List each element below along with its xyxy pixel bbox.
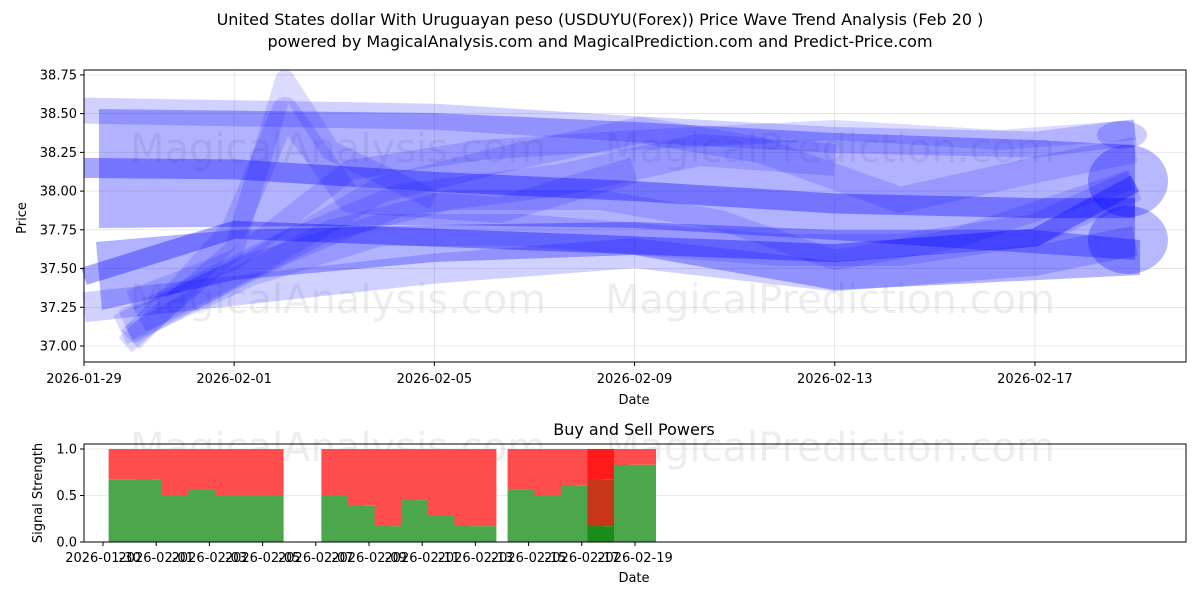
x-tick-label: 2026-02-09 xyxy=(597,372,673,387)
y-axis-label: Signal Strength xyxy=(31,443,46,543)
x-tick-label: 2026-02-05 xyxy=(225,551,301,566)
x-tick-label: 2026-01-29 xyxy=(46,372,122,387)
watermark-text: MagicalPrediction.com xyxy=(605,277,1055,323)
center-lower-band xyxy=(81,175,1140,285)
x-tick-label: 2026-02-09 xyxy=(331,551,407,566)
x-tick-label: 2026-02-13 xyxy=(438,551,514,566)
band-end-cap xyxy=(1097,121,1147,149)
wave-band xyxy=(126,120,1136,310)
price-wave-plot: MagicalAnalysis.com MagicalPrediction.com… xyxy=(15,68,1187,408)
x-axis-label: Date xyxy=(618,393,649,408)
watermark-text: MagicalAnalysis.com xyxy=(130,126,546,172)
wave-band xyxy=(118,134,837,340)
y-tick-label: 38.75 xyxy=(40,68,77,83)
wave-band xyxy=(113,170,1142,345)
wave-band xyxy=(120,97,638,350)
x-tick-label: 2026-02-03 xyxy=(172,551,248,566)
buy-bar xyxy=(241,495,284,542)
x-tick-label: 2026-02-07 xyxy=(278,551,354,566)
center-upper-band xyxy=(83,157,1135,219)
buy-bar xyxy=(454,526,497,542)
lower-band-area xyxy=(96,222,1140,310)
chart-title: United States dollar With Uruguayan peso… xyxy=(216,10,984,29)
bar-chart-title: Buy and Sell Powers xyxy=(553,420,715,439)
y-tick-label: 38.50 xyxy=(40,107,77,122)
lower-band-line xyxy=(82,225,1138,323)
watermark-text: MagicalPrediction.com xyxy=(605,126,1055,172)
x-tick-label: 2026-02-17 xyxy=(544,551,620,566)
wave-band xyxy=(125,170,1134,344)
sell-bar xyxy=(614,449,656,465)
y-tick-label: 38.25 xyxy=(40,146,77,161)
wave-band xyxy=(134,117,1138,332)
watermark-text: MagicalPrediction.com xyxy=(605,425,1055,471)
x-tick-label: 2026-02-01 xyxy=(118,551,194,566)
y-tick-label: 38.00 xyxy=(40,185,77,200)
y-tick-label: 1.0 xyxy=(56,443,77,458)
band-end-cap xyxy=(1088,206,1168,274)
x-tick-label: 2026-02-05 xyxy=(397,372,473,387)
x-tick-label: 2026-02-17 xyxy=(997,372,1073,387)
x-tick-label: 2026-02-13 xyxy=(797,372,873,387)
sell-bar xyxy=(454,449,497,527)
x-tick-label: 2026-02-01 xyxy=(196,372,272,387)
y-axis-label: Price xyxy=(15,202,30,234)
x-tick-label: 2026-02-19 xyxy=(597,551,673,566)
upper-band-line xyxy=(83,97,1137,158)
chart-subtitle: powered by MagicalAnalysis.com and Magic… xyxy=(267,32,933,51)
y-tick-label: 0.5 xyxy=(56,489,77,504)
x-tick-label: 2026-01-30 xyxy=(65,551,141,566)
x-tick-label: 2026-02-15 xyxy=(491,551,567,566)
x-axis-label: Date xyxy=(618,571,649,586)
y-tick-label: 37.50 xyxy=(40,262,77,277)
y-tick-label: 0.0 xyxy=(56,536,77,551)
watermark-text: MagicalAnalysis.com xyxy=(130,277,546,323)
y-tick-label: 37.75 xyxy=(40,223,77,238)
y-tick-label: 37.00 xyxy=(40,340,77,355)
y-tick-label: 37.25 xyxy=(40,301,77,316)
band-end-cap xyxy=(1088,145,1168,217)
upper-band-area xyxy=(99,109,1135,260)
buy-bar xyxy=(614,464,656,542)
buy-sell-power-plot: MagicalAnalysis.com MagicalPrediction.com… xyxy=(31,420,1187,586)
wave-band xyxy=(118,70,439,353)
sell-bar xyxy=(241,449,284,496)
x-tick-label: 2026-02-11 xyxy=(384,551,460,566)
